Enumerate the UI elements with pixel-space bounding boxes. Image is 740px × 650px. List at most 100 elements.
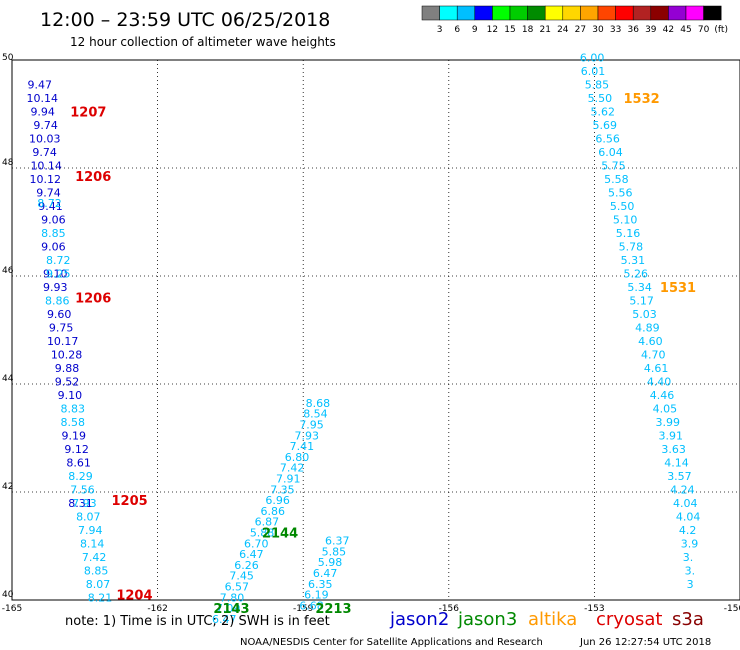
colorbar-label: 42 [663, 25, 674, 35]
wave-height-label: 10.28 [51, 348, 83, 361]
colorbar-label: 15 [504, 25, 515, 35]
wave-height-label: 4.14 [664, 456, 689, 469]
x-tick-label: -165 [2, 604, 22, 614]
wave-height-label: 5.78 [619, 240, 644, 253]
wave-height-label: 7.42 [280, 462, 305, 475]
wave-height-label: 9.41 [38, 200, 63, 213]
x-tick-label: -162 [147, 604, 167, 614]
colorbar-label: 33 [610, 25, 621, 35]
wave-height-label: 8.14 [80, 537, 105, 550]
wave-height-label: 3.57 [667, 470, 692, 483]
wave-height-label: 5.16 [616, 227, 641, 240]
wave-height-label: 4.24 [670, 483, 695, 496]
wave-height-label: 6.35 [308, 578, 333, 591]
wave-height-label: 10.12 [29, 173, 61, 186]
colorbar-swatch [492, 5, 511, 21]
x-tick-label: -153 [584, 604, 604, 614]
footer-note: note: 1) Time is in UTC; 2) SWH is in fe… [65, 614, 330, 629]
wave-height-label: 5.85 [322, 545, 347, 558]
wave-height-label: 4.40 [647, 375, 672, 388]
wave-height-label: 9.12 [64, 443, 89, 456]
colorbar: 3 6 9 12 15 18 21 24 27 30 33 36 39 42 45 70 (ft) [421, 5, 728, 35]
wave-height-label: 10.14 [30, 159, 61, 172]
wave-height-label: 6.96 [265, 494, 290, 507]
wave-height-label: 8.31 [68, 497, 93, 510]
wave-height-label: 9.94 [30, 105, 54, 118]
time-label: 2213 [315, 602, 351, 617]
wave-height-label: 6.37 [325, 535, 350, 548]
wave-height-label: 4.46 [650, 389, 675, 402]
wave-height-label: 5.56 [608, 186, 633, 199]
y-tick-label: 50 [2, 53, 14, 63]
x-tick-label: -156 [439, 604, 460, 614]
colorbar-label: 30 [592, 25, 604, 35]
wave-height-label: 4.04 [676, 510, 701, 523]
wave-height-label: 3. [683, 551, 694, 564]
wave-height-label: 7.42 [82, 551, 107, 564]
wave-height-label: 6.47 [212, 613, 237, 626]
wave-height-label: 9.47 [28, 78, 53, 91]
colorbar-swatch [527, 5, 546, 21]
colorbar-swatch [597, 5, 616, 21]
track-jason2: 9.4710.149.949.7410.039.7410.1410.129.74… [27, 78, 93, 510]
wave-height-label: 5.17 [629, 294, 654, 307]
wave-height-label: 8.54 [303, 408, 328, 421]
wave-height-label: 3. [685, 564, 696, 577]
time-label: 2144 [262, 527, 298, 542]
colorbar-swatch [439, 5, 458, 21]
track-jason2-light: 8.728.858.729.258.868.838.588.297.567.93… [37, 197, 112, 604]
time-label: 2143 [213, 602, 249, 617]
wave-height-label: 4.70 [641, 348, 666, 361]
legend-jason3: jason3 [457, 609, 517, 630]
chart-title: 12:00 – 23:59 UTC 06/25/2018 [40, 9, 330, 31]
x-tick-label: -159 [293, 604, 314, 614]
wave-height-label: 3.99 [656, 416, 681, 429]
wave-height-label: 5.98 [318, 556, 343, 569]
wave-height-label: 9.88 [55, 362, 80, 375]
colorbar-label: 27 [575, 25, 586, 35]
wave-height-label: 3.91 [658, 429, 683, 442]
x-tick-label: -150 [724, 604, 740, 614]
time-label: 1204 [116, 589, 152, 604]
colorbar-swatch [562, 5, 581, 21]
y-tick-label: 44 [2, 374, 14, 384]
wave-height-label: 7.93 [294, 429, 319, 442]
time-label: 1206 [75, 170, 111, 185]
wave-height-label: 5.75 [601, 159, 626, 172]
colorbar-swatch [632, 5, 652, 21]
wave-height-label: 8.86 [45, 294, 70, 307]
wave-height-label: 7.94 [78, 524, 103, 537]
plot-frame [11, 59, 740, 601]
wave-height-label: 6.87 [255, 516, 280, 529]
wave-height-label: 8.07 [76, 510, 101, 523]
wave-height-label: 9.74 [33, 119, 58, 132]
colorbar-unit: (ft) [714, 25, 728, 35]
y-tick-label: 40 [2, 590, 14, 600]
track-altika: 6.006.015.855.505.625.696.566.045.755.58… [580, 51, 701, 590]
wave-height-label: 9.10 [58, 389, 83, 402]
wave-height-label: 5.10 [613, 213, 638, 226]
wave-height-label: 9.52 [55, 375, 80, 388]
wave-height-label: 8.07 [86, 578, 111, 591]
wave-height-label: 7.95 [299, 419, 324, 432]
colorbar-label: 18 [522, 25, 534, 35]
wave-height-label: 8.61 [66, 456, 91, 469]
wave-height-label: 4.61 [644, 362, 669, 375]
wave-height-label: 10.17 [47, 335, 79, 348]
wave-height-label: 9.25 [46, 267, 70, 280]
wave-height-label: 9.75 [49, 321, 73, 334]
plot-area: -165 -162 -159 -156 -153 -150 40 42 44 46 48 50 9.47… [2, 51, 740, 626]
colorbar-label: 6 [454, 25, 460, 35]
wave-height-label: 5.62 [591, 105, 616, 118]
wave-height-label: 8.72 [46, 254, 70, 267]
wave-height-label: 8.29 [68, 470, 93, 483]
time-label: 1532 [624, 92, 660, 107]
colorbar-swatch [421, 5, 440, 21]
colorbar-label: 24 [557, 25, 569, 35]
wave-height-label: 4.05 [653, 402, 678, 415]
colorbar-label: 9 [472, 25, 478, 35]
wave-height-label: 3.63 [661, 443, 686, 456]
wave-height-label: 8.72 [37, 197, 62, 210]
time-label: 1207 [70, 105, 106, 120]
wave-height-label: 8.21 [88, 591, 113, 604]
